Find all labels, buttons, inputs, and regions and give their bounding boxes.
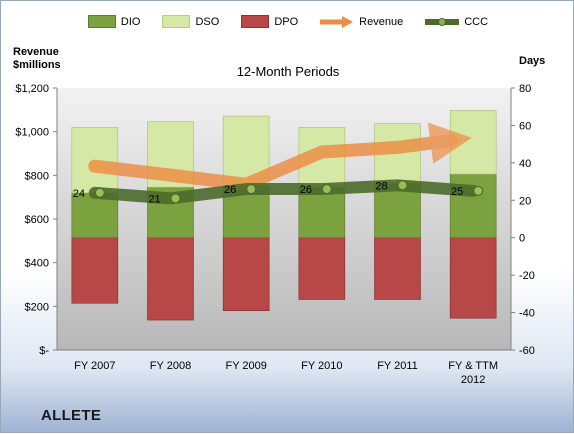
company-label: ALLETE bbox=[41, 407, 102, 424]
y-left-axis-title: Revenue $millions bbox=[13, 46, 61, 71]
legend-item-dpo: DPO bbox=[241, 15, 298, 28]
point-ccc bbox=[170, 193, 181, 204]
legend-label-ccc: CCC bbox=[464, 15, 489, 28]
bar-dpo bbox=[374, 237, 421, 300]
y-left-tick-label: $1,200 bbox=[15, 83, 49, 95]
y-left-tick-label: $400 bbox=[25, 258, 49, 270]
x-tick-label: FY 2010 bbox=[301, 360, 342, 372]
y-right-tick-label: -60 bbox=[519, 345, 535, 357]
x-tick-label: FY 2008 bbox=[150, 360, 191, 372]
y-right-tick-label: 40 bbox=[519, 158, 531, 170]
y-right-tick-label: -40 bbox=[519, 308, 535, 320]
bar-dpo bbox=[222, 237, 270, 311]
legend-label-dio: DIO bbox=[120, 15, 141, 28]
legend-item-dio: DIO bbox=[87, 15, 141, 28]
point-ccc bbox=[473, 185, 484, 197]
data-label-ccc: 28 bbox=[375, 180, 387, 192]
y-right-tick-label: 60 bbox=[519, 120, 531, 132]
legend-item-dso: DSO bbox=[162, 15, 219, 28]
y-right-tick-label: 0 bbox=[519, 233, 525, 245]
legend-label-dpo: DPO bbox=[274, 15, 299, 28]
legend-arrow-icon bbox=[320, 15, 354, 28]
legend-swatch-dso bbox=[162, 15, 191, 28]
bar-dio bbox=[374, 183, 421, 239]
y-right-tick-label: 20 bbox=[519, 195, 531, 207]
legend-swatch-dio bbox=[87, 15, 116, 28]
legend-item-revenue: Revenue bbox=[320, 15, 403, 28]
labels-layer: 24 21 26 26 28 25 bbox=[73, 180, 464, 205]
y-right-tick-label: 80 bbox=[519, 83, 531, 95]
point-ccc bbox=[397, 180, 408, 191]
legend-line-icon bbox=[425, 17, 460, 26]
y-left-tick-label: $- bbox=[39, 345, 49, 357]
axes: $- $200 $400 $600 $800 $1,000 $1,200 -60 -40 -20 0… bbox=[15, 83, 535, 386]
bar-dio bbox=[71, 192, 119, 239]
legend-item-ccc: CCC bbox=[425, 15, 488, 28]
data-label-ccc: 26 bbox=[300, 184, 312, 196]
legend-label-dso: DSO bbox=[195, 15, 220, 28]
bar-dpo bbox=[147, 237, 194, 321]
bar-dpo bbox=[71, 237, 119, 304]
line-ccc bbox=[88, 179, 480, 205]
bar-dpo bbox=[298, 237, 346, 300]
line-revenue bbox=[88, 122, 472, 191]
y-left-tick-label: $800 bbox=[25, 170, 49, 182]
bar-dio bbox=[449, 173, 497, 239]
y-left-tick-label: $600 bbox=[25, 214, 49, 226]
y-left-tick-label: $200 bbox=[25, 301, 49, 313]
legend-label-revenue: Revenue bbox=[359, 15, 404, 28]
plot-area bbox=[57, 88, 511, 350]
x-tick-label: FY & TTM bbox=[448, 360, 498, 372]
plot-background bbox=[57, 88, 511, 350]
x-tick-label: FY 2011 bbox=[377, 360, 418, 372]
point-ccc bbox=[246, 183, 257, 195]
chart-legend: DIO DSO DPO Revenue CCC bbox=[1, 15, 574, 28]
x-tick-label: 2012 bbox=[461, 374, 485, 386]
point-ccc bbox=[94, 187, 105, 198]
chart-title: 12-Month Periods bbox=[236, 64, 340, 79]
y-left-tick-label: $1,000 bbox=[15, 127, 49, 139]
y-right-axis-title: Days bbox=[519, 55, 546, 67]
data-label-ccc: 25 bbox=[451, 186, 463, 198]
bar-dio bbox=[298, 186, 346, 239]
bar-dpo bbox=[449, 237, 497, 319]
lines-layer bbox=[88, 122, 484, 205]
data-label-ccc: 26 bbox=[224, 184, 236, 196]
x-tick-label: FY 2009 bbox=[225, 360, 266, 372]
data-label-ccc: 21 bbox=[148, 193, 160, 205]
point-ccc bbox=[321, 183, 332, 195]
data-label-ccc: 24 bbox=[73, 188, 85, 200]
legend-swatch-dpo bbox=[241, 15, 270, 28]
y-right-tick-label: -20 bbox=[519, 270, 535, 282]
x-tick-label: FY 2007 bbox=[74, 360, 115, 372]
